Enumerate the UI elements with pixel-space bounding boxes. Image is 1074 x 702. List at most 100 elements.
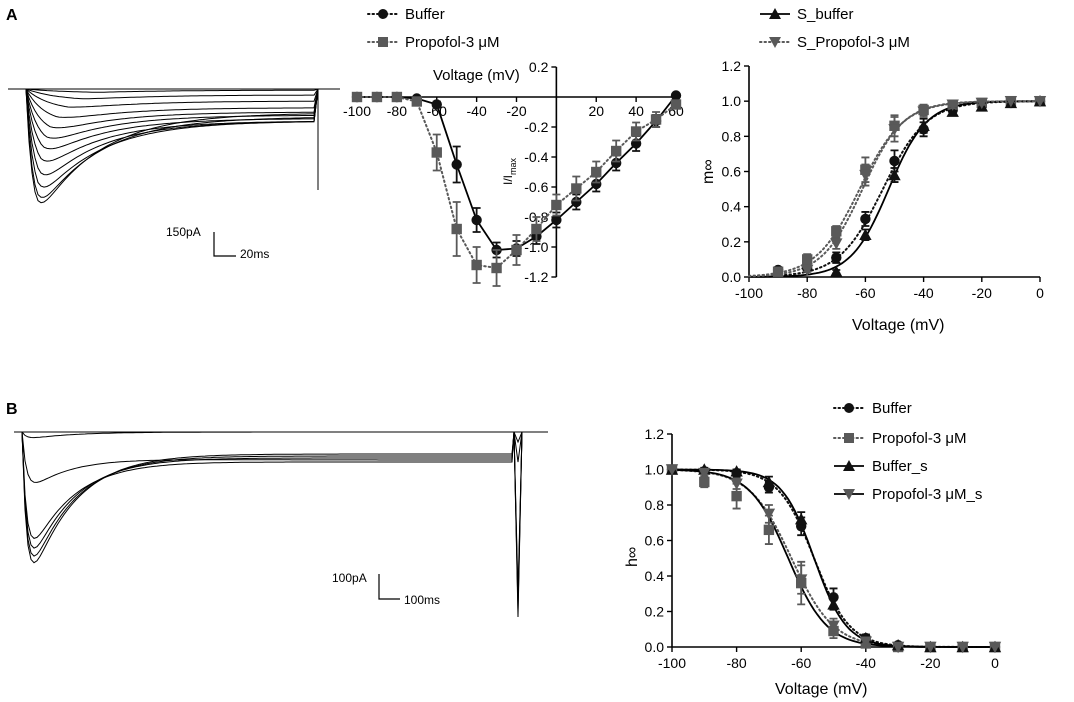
inact-y-tick-label: 1.2 bbox=[645, 426, 665, 442]
iv-y-tick-label: -0.4 bbox=[524, 149, 548, 165]
inact-point-propofol-3-m-s bbox=[988, 641, 1002, 654]
act-x-tick-label: -40 bbox=[913, 285, 933, 301]
act-x-tick-label: -80 bbox=[797, 285, 817, 301]
iv-point-propofol-3-m bbox=[610, 145, 622, 157]
inact-y-tick-label: 0.4 bbox=[645, 568, 665, 584]
act-point-s-propofol-3-m bbox=[1004, 95, 1018, 108]
inact-x-tick-label: -100 bbox=[658, 655, 686, 671]
inact-point-propofol-3-m-s bbox=[859, 636, 872, 648]
act-point-s-propofol-3-m bbox=[917, 106, 930, 118]
iv-y-tick-label: -1.2 bbox=[524, 269, 548, 285]
inact-legend-marker-buffer-s bbox=[843, 460, 855, 471]
act-point-buffer bbox=[831, 252, 842, 263]
iv-legend: Buffer Propofol-3 μM bbox=[367, 6, 500, 51]
iv-point-propofol-3-m bbox=[391, 91, 403, 103]
iv-point-buffer bbox=[670, 90, 682, 101]
iv-legend-marker-propofol bbox=[378, 37, 388, 47]
trace-b-sweep bbox=[21, 431, 548, 483]
inactivation-chart: Voltage (mV) h∞ Buffer Propofol-3 μM Buf… bbox=[624, 400, 1002, 698]
trace-a-sweep bbox=[25, 88, 340, 100]
inact-point-propofol-3-m bbox=[763, 524, 775, 536]
trace-b-sweep bbox=[21, 431, 548, 618]
inact-ylabel: h∞ bbox=[624, 547, 641, 567]
inact-x-tick-label: -60 bbox=[791, 655, 811, 671]
inact-legend-marker-propofol bbox=[844, 433, 854, 443]
act-legend-marker-sbuffer bbox=[769, 8, 781, 19]
iv-point-buffer bbox=[451, 159, 462, 170]
iv-ylabel-main: I/I bbox=[501, 175, 515, 185]
inact-y-tick-label: 0.6 bbox=[645, 533, 665, 549]
iv-x-tick-label: -20 bbox=[506, 103, 526, 119]
inact-x-tick-label: -20 bbox=[920, 655, 940, 671]
act-point-s-propofol-3-m bbox=[801, 264, 814, 277]
iv-point-propofol-3-m bbox=[571, 183, 582, 194]
trace-a-sweep bbox=[25, 88, 340, 204]
act-point-buffer bbox=[889, 155, 900, 167]
inact-legend-marker-propofol-s bbox=[843, 489, 855, 500]
inact-legend-propofol: Propofol-3 μM bbox=[872, 430, 967, 447]
act-x-tick-label: 0 bbox=[1036, 285, 1044, 301]
inact-point-propofol-3-m-s bbox=[730, 478, 743, 490]
iv-x-tick-label: -60 bbox=[427, 103, 447, 119]
iv-y-tick-label: -0.2 bbox=[524, 119, 548, 135]
inact-point-buffer-s bbox=[795, 513, 808, 525]
iv-y-tick-label: 0.2 bbox=[529, 59, 549, 75]
iv-point-buffer bbox=[431, 99, 442, 110]
trace-a-sweep bbox=[25, 88, 340, 139]
inact-point-buffer-s bbox=[730, 465, 743, 477]
iv-legend-buffer: Buffer bbox=[405, 6, 445, 23]
iv-point-propofol-3-m bbox=[551, 199, 562, 211]
inact-xlabel: Voltage (mV) bbox=[775, 681, 867, 698]
inact-x-tick-label: -40 bbox=[856, 655, 876, 671]
trace-a-sweep bbox=[25, 88, 340, 188]
trace-b-sweep bbox=[21, 431, 548, 611]
trace-a-sweep bbox=[25, 88, 340, 93]
act-point-s-propofol-3-m bbox=[1033, 95, 1047, 108]
iv-point-propofol-3-m bbox=[591, 166, 602, 178]
trace-a-sweep bbox=[25, 88, 340, 108]
iv-y-tick-label: -0.6 bbox=[524, 179, 548, 195]
activation-chart: Voltage (mV) m∞ S_buffer S_Propofol-3 μM… bbox=[700, 6, 1047, 334]
inact-point-propofol-3-m-s bbox=[891, 641, 905, 654]
act-point-s-buffer bbox=[888, 168, 901, 181]
act-point-s-buffer bbox=[917, 119, 930, 131]
act-x-tick-label: -100 bbox=[735, 285, 763, 301]
inact-point-propofol-3-m bbox=[731, 490, 742, 502]
iv-point-propofol-3-m bbox=[351, 91, 363, 103]
act-point-s-buffer bbox=[859, 228, 872, 240]
trace-a-sweep bbox=[25, 88, 340, 176]
act-legend-sbuffer: S_buffer bbox=[797, 6, 853, 23]
act-legend-marker-spropofol bbox=[769, 37, 781, 48]
inact-y-tick-label: 0.0 bbox=[645, 639, 665, 655]
act-legend: S_buffer S_Propofol-3 μM bbox=[759, 6, 910, 51]
scale-bar-a-time: 20ms bbox=[240, 247, 269, 261]
act-x-tick-label: -20 bbox=[972, 285, 992, 301]
act-y-tick-label: 0.8 bbox=[722, 128, 742, 144]
act-point-s-buffer bbox=[946, 105, 959, 117]
act-x-tick-label: -60 bbox=[855, 285, 875, 301]
inact-legend: Buffer Propofol-3 μM Buffer_s Propofol-3… bbox=[833, 400, 982, 503]
act-point-propofol-3-m bbox=[772, 266, 784, 277]
inact-legend-buffer-s: Buffer_s bbox=[872, 458, 928, 475]
act-legend-spropofol: S_Propofol-3 μM bbox=[797, 34, 910, 51]
act-y-tick-label: 1.2 bbox=[722, 58, 742, 74]
iv-xlabel: Voltage (mV) bbox=[433, 67, 520, 84]
iv-x-tick-label: 20 bbox=[588, 103, 604, 119]
current-traces-a bbox=[8, 88, 340, 204]
inact-x-tick-label: 0 bbox=[991, 655, 999, 671]
iv-x-tick-label: -100 bbox=[343, 103, 371, 119]
inact-y-tick-label: 0.8 bbox=[645, 497, 665, 513]
act-point-propofol-3-m bbox=[802, 254, 813, 265]
iv-point-propofol-3-m bbox=[471, 259, 482, 271]
iv-ylabel-sub: max bbox=[508, 157, 518, 175]
iv-point-propofol-3-m bbox=[451, 223, 462, 235]
panel-label-b: B bbox=[6, 401, 18, 418]
iv-x-tick-label: -80 bbox=[387, 103, 407, 119]
trace-b-sweep bbox=[21, 431, 548, 444]
iv-point-propofol-3-m bbox=[650, 114, 662, 125]
inact-legend-propofol-s: Propofol-3 μM_s bbox=[872, 486, 982, 503]
inact-point-buffer-s bbox=[827, 598, 840, 610]
scale-bar-b-current: 100pA bbox=[332, 571, 367, 585]
iv-point-propofol-3-m bbox=[371, 91, 383, 103]
